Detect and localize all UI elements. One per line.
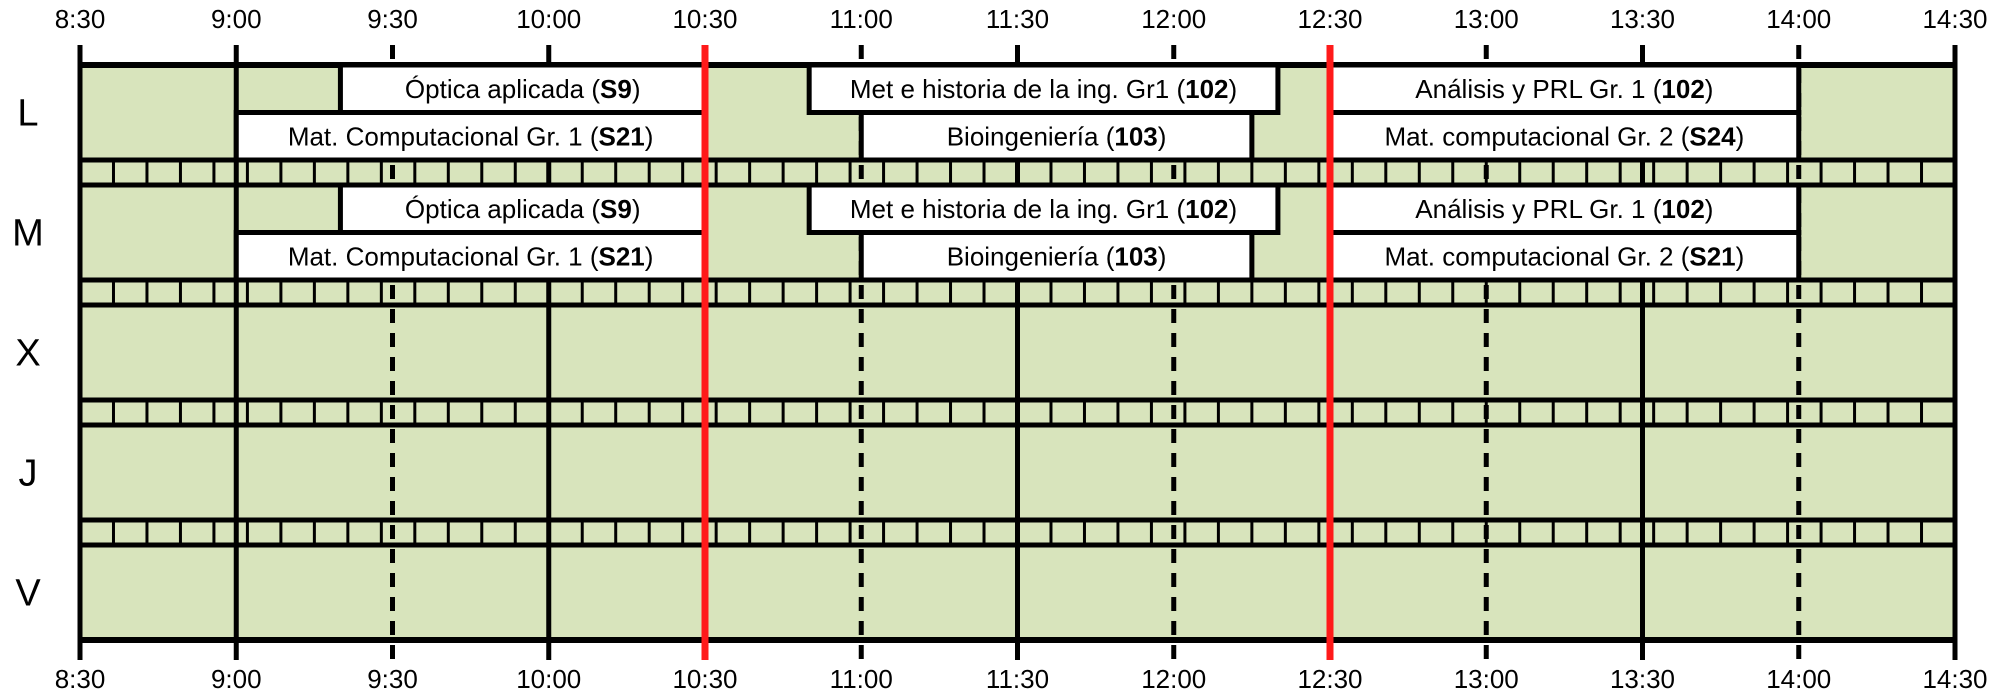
time-label-top: 8:30 — [55, 4, 106, 34]
time-label-top: 14:00 — [1766, 4, 1831, 34]
class-label: Mat. computacional Gr. 2 (S24) — [1384, 121, 1744, 151]
class-block — [337, 182, 708, 235]
time-label-top: 9:30 — [367, 4, 418, 34]
time-label-bottom: 11:30 — [986, 664, 1049, 694]
time-label-bottom: 8:30 — [55, 664, 106, 694]
time-label-bottom: 9:30 — [367, 664, 418, 694]
class-label: Bioingeniería (103) — [947, 241, 1167, 271]
class-block — [806, 182, 1281, 235]
class-label: Met e historia de la ing. Gr1 (102) — [850, 74, 1237, 104]
time-label-bottom: 13:30 — [1610, 664, 1675, 694]
class-label: Bioingeniería (103) — [947, 121, 1167, 151]
class-label: Análisis y PRL Gr. 1 (102) — [1415, 194, 1713, 224]
class-block — [858, 230, 1255, 283]
time-label-top: 10:30 — [672, 4, 737, 34]
day-label-X: X — [15, 333, 40, 375]
time-label-top: 11:00 — [830, 4, 893, 34]
time-label-bottom: 12:30 — [1297, 664, 1362, 694]
day-label-L: L — [17, 93, 38, 135]
class-label: Análisis y PRL Gr. 1 (102) — [1415, 74, 1713, 104]
time-label-bottom: 10:30 — [672, 664, 737, 694]
time-label-top: 10:00 — [516, 4, 581, 34]
class-label: Mat. Computacional Gr. 1 (S21) — [288, 241, 654, 271]
time-label-bottom: 9:00 — [211, 664, 262, 694]
class-label: Óptica aplicada (S9) — [405, 74, 641, 104]
time-label-top: 11:30 — [986, 4, 1049, 34]
time-label-bottom: 12:00 — [1141, 664, 1206, 694]
class-block — [806, 62, 1281, 115]
time-label-bottom: 14:00 — [1766, 664, 1831, 694]
time-label-top: 13:30 — [1610, 4, 1675, 34]
time-label-top: 12:30 — [1297, 4, 1362, 34]
time-label-top: 14:30 — [1922, 4, 1987, 34]
time-label-bottom: 11:00 — [830, 664, 893, 694]
time-label-top: 9:00 — [211, 4, 262, 34]
day-label-M: M — [12, 213, 44, 255]
class-label: Mat. computacional Gr. 2 (S21) — [1384, 241, 1744, 271]
class-block — [1327, 230, 1802, 283]
time-label-top: 13:00 — [1454, 4, 1519, 34]
day-label-J: J — [19, 453, 38, 495]
time-label-bottom: 14:30 — [1922, 664, 1987, 694]
time-label-bottom: 10:00 — [516, 664, 581, 694]
time-label-top: 12:00 — [1141, 4, 1206, 34]
class-label: Mat. Computacional Gr. 1 (S21) — [288, 121, 654, 151]
day-label-V: V — [15, 573, 41, 615]
class-block — [233, 110, 708, 163]
class-block — [858, 110, 1255, 163]
class-label: Met e historia de la ing. Gr1 (102) — [850, 194, 1237, 224]
time-label-bottom: 13:00 — [1454, 664, 1519, 694]
class-block — [233, 230, 708, 283]
class-label: Óptica aplicada (S9) — [405, 194, 641, 224]
